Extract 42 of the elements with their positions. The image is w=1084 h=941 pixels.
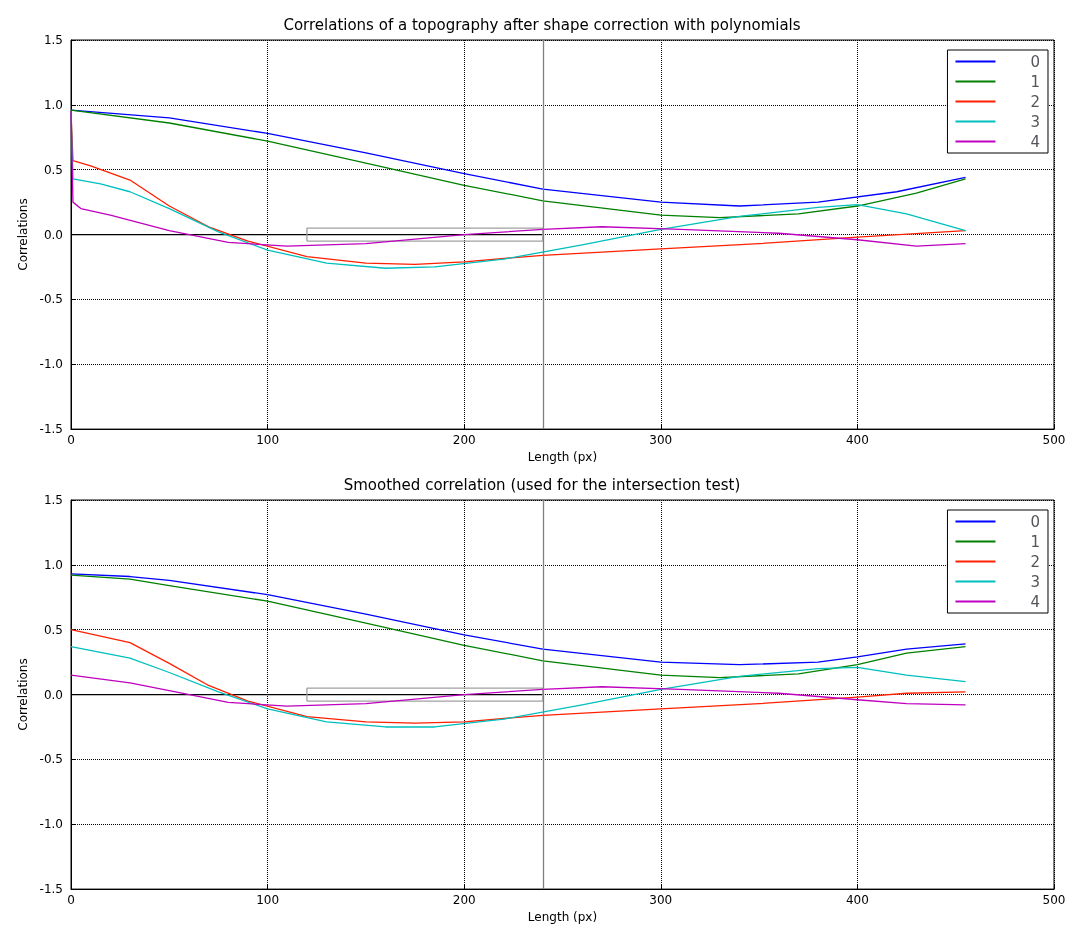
legend-label: 2	[1030, 92, 1040, 111]
x-tick-label: 300	[649, 433, 673, 448]
x-tick-label: 100	[256, 433, 280, 448]
legend-label: 0	[1030, 512, 1040, 531]
y-tick-label: -1.0	[39, 817, 63, 832]
legend-label: 4	[1030, 132, 1040, 151]
legend-label: 1	[1030, 72, 1040, 91]
y-tick-label: 0.0	[43, 227, 63, 242]
x-tick-label: 200	[452, 893, 476, 908]
x-tick-label: 100	[256, 893, 280, 908]
y-tick-label: -1.5	[39, 422, 63, 437]
x-tick-label: 0	[67, 893, 75, 908]
y-tick-label: 1.5	[43, 493, 63, 507]
y-tick-label: 1.5	[43, 33, 63, 47]
legend-label: 3	[1030, 572, 1040, 591]
legend-label: 4	[1030, 592, 1040, 611]
x-tick-label: 500	[1042, 433, 1066, 448]
chart-title: Smoothed correlation (used for the intersection test)	[343, 475, 741, 494]
x-tick-label: 500	[1042, 893, 1066, 908]
legend-label: 1	[1030, 532, 1040, 551]
x-axis-title: Length (px)	[527, 450, 598, 464]
x-tick-label: 200	[452, 433, 476, 448]
y-tick-label: -1.0	[39, 357, 63, 372]
y-axis-title: Correlations	[15, 198, 30, 271]
legend-label: 0	[1030, 52, 1040, 71]
y-tick-label: 0.5	[43, 162, 63, 177]
y-tick-label: 1.0	[43, 97, 63, 112]
y-tick-label: -0.5	[39, 752, 63, 767]
chart-title: Correlations of a topography after shape correction with polynomials	[283, 15, 801, 34]
x-tick-label: 0	[67, 433, 75, 448]
x-tick-label: 400	[845, 433, 869, 448]
y-tick-label: -0.5	[39, 292, 63, 307]
y-tick-label: 1.0	[43, 557, 63, 572]
legend-label: 2	[1030, 552, 1040, 571]
legend-label: 3	[1030, 112, 1040, 131]
x-axis-title: Length (px)	[527, 910, 598, 924]
y-tick-label: -1.5	[39, 882, 63, 897]
x-tick-label: 400	[845, 893, 869, 908]
x-tick-label: 300	[649, 893, 673, 908]
y-axis-title: Correlations	[15, 658, 30, 731]
y-tick-label: 0.5	[43, 622, 63, 637]
y-tick-label: 0.0	[43, 687, 63, 702]
